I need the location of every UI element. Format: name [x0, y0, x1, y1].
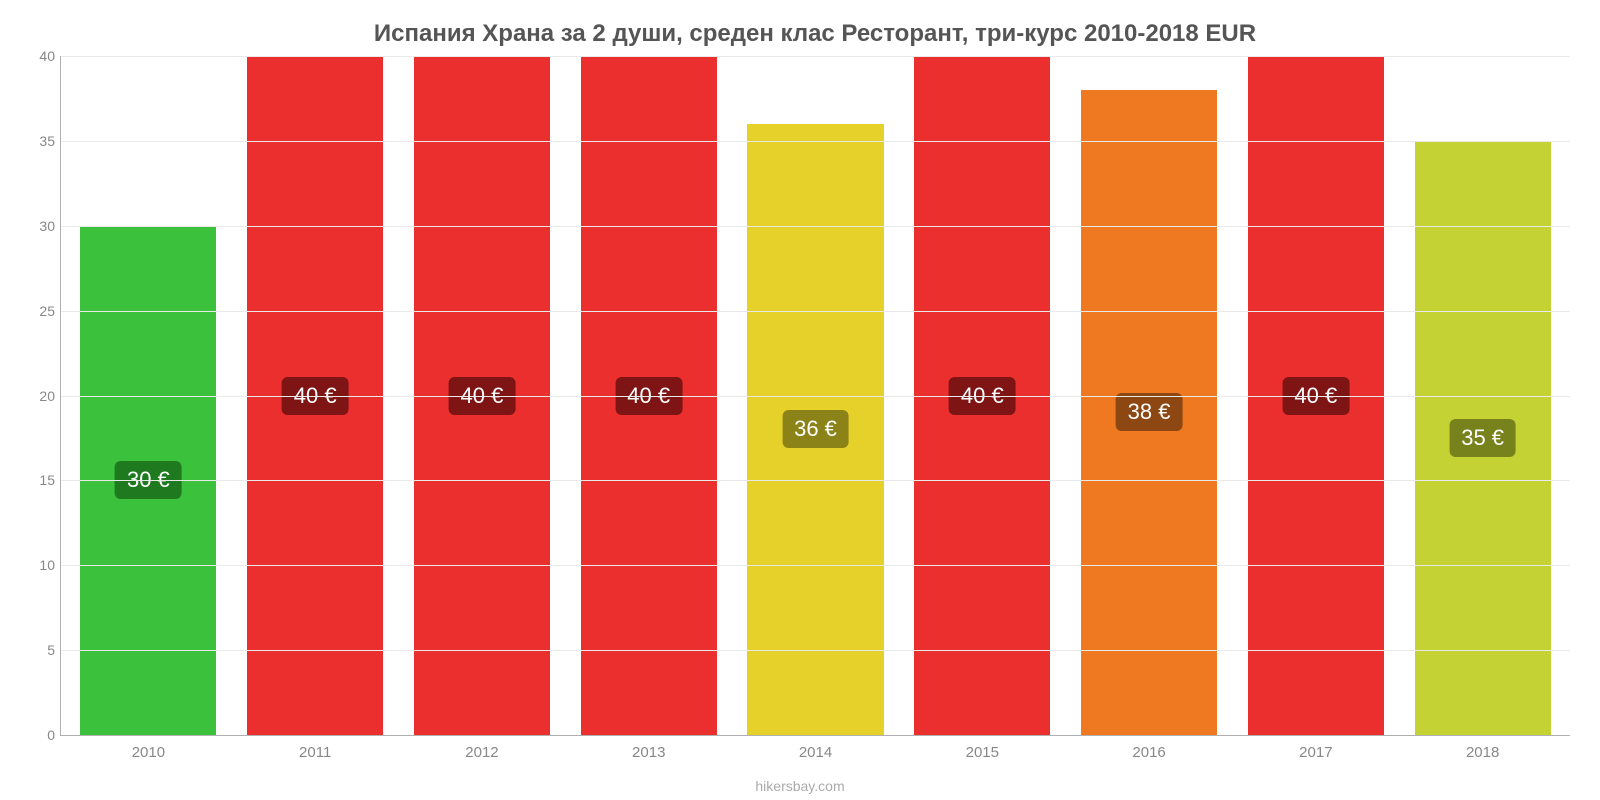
- gridline: [61, 650, 1570, 651]
- y-tick-label: 30: [23, 218, 55, 234]
- y-tick-label: 5: [23, 642, 55, 658]
- y-tick-label: 40: [23, 48, 55, 64]
- gridline: [61, 565, 1570, 566]
- gridline: [61, 141, 1570, 142]
- x-tick-label: 2017: [1299, 744, 1332, 761]
- y-tick-label: 10: [23, 557, 55, 573]
- gridline: [61, 311, 1570, 312]
- x-tick-label: 2014: [799, 744, 832, 761]
- chart-title: Испания Храна за 2 души, среден клас Рес…: [60, 20, 1570, 48]
- plot-area: 30 €201040 €201140 €201240 €201336 €2014…: [60, 56, 1570, 736]
- x-tick-label: 2011: [299, 744, 331, 761]
- bar: 36 €: [747, 124, 883, 735]
- y-tick-label: 25: [23, 303, 55, 319]
- y-tick-label: 0: [23, 727, 55, 743]
- chart-container: Испания Храна за 2 души, среден клас Рес…: [0, 0, 1600, 800]
- y-tick-label: 35: [23, 133, 55, 149]
- x-tick-label: 2010: [132, 744, 165, 761]
- bar: 35 €: [1415, 141, 1551, 735]
- x-tick-label: 2015: [966, 744, 999, 761]
- bar-value-badge: 36 €: [782, 410, 849, 448]
- x-tick-label: 2018: [1466, 744, 1499, 761]
- bar-value-badge: 35 €: [1449, 419, 1516, 457]
- gridline: [61, 56, 1570, 57]
- x-tick-label: 2013: [632, 744, 665, 761]
- x-tick-label: 2012: [465, 744, 498, 761]
- y-tick-label: 15: [23, 472, 55, 488]
- gridline: [61, 226, 1570, 227]
- bar-value-badge: 38 €: [1116, 393, 1183, 431]
- chart-credit: hikersbay.com: [0, 778, 1600, 794]
- bar: 38 €: [1081, 90, 1217, 735]
- y-tick-label: 20: [23, 388, 55, 404]
- gridline: [61, 396, 1570, 397]
- x-tick-label: 2016: [1132, 744, 1165, 761]
- gridline: [61, 480, 1570, 481]
